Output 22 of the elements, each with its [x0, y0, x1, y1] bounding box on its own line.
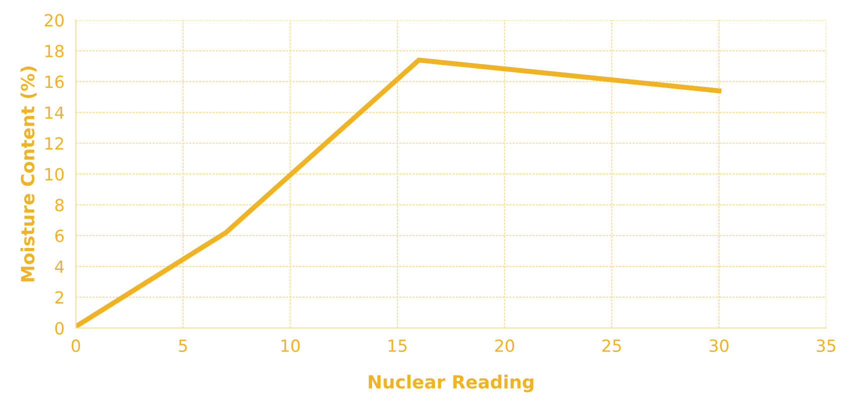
y-tick-label: 0	[55, 322, 64, 335]
x-tick-label: 20	[495, 339, 514, 352]
x-tick-label: 15	[388, 340, 407, 352]
y-tick-label: 4	[54, 260, 64, 273]
y-tick-label: 10	[45, 168, 64, 181]
y-tick-label: 18	[45, 44, 64, 58]
x-tick-label: 30	[710, 339, 728, 352]
x-tick-label: 35	[816, 339, 836, 352]
x-tick-label: 10	[281, 339, 300, 352]
y-tick-label: 12	[45, 137, 64, 150]
y-tick-label: 14	[45, 106, 64, 119]
x-tick-label: 0	[72, 339, 80, 352]
x-tick-label: 25	[602, 339, 621, 352]
line-series	[76, 58, 722, 328]
x-tick-label: 5	[179, 340, 187, 352]
y-tick-label: 20	[44, 14, 64, 27]
x-axis-title: Nuclear Reading	[368, 374, 534, 392]
y-axis-title: Moisture Content (%)	[20, 66, 37, 282]
y-tick-label: 8	[55, 198, 64, 212]
y-tick-label: 16	[45, 76, 64, 88]
y-tick-label: 6	[55, 230, 64, 242]
y-tick-label: 2	[55, 291, 64, 304]
